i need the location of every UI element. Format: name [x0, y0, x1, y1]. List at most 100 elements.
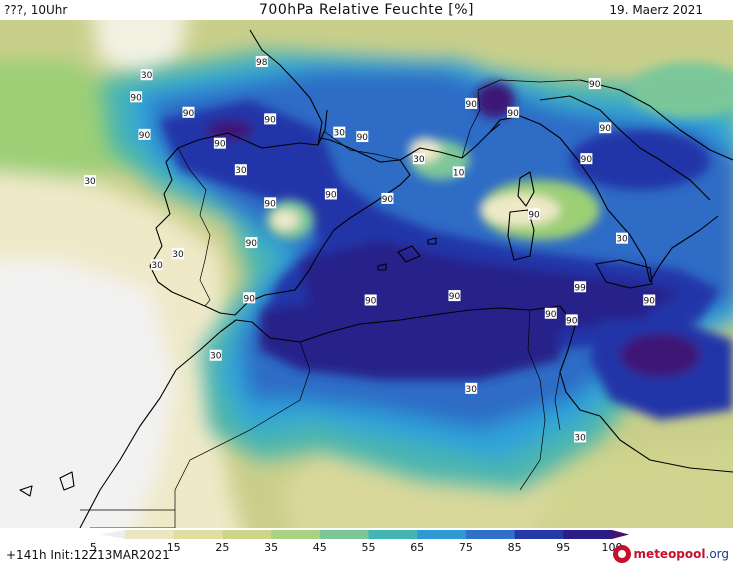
- coast-ibiza: [377, 263, 387, 271]
- scale-tick-label: 75: [459, 541, 473, 554]
- scale-high-arrow: [612, 530, 630, 539]
- field-navy-algeria: [260, 300, 560, 380]
- contour-label-text: 90: [465, 100, 477, 110]
- contour-label: 90: [465, 97, 478, 110]
- contour-label-text: 90: [382, 195, 394, 205]
- contour-label-text: 30: [413, 155, 425, 165]
- contour-labels: 90 90 90 90 90 98 30 30 30 30 30 90 90 90 90 30 90 30 10 90…: [84, 55, 656, 443]
- contour-label: 90: [213, 137, 226, 150]
- field-sand-spain-interior: [271, 210, 299, 230]
- scale-tick-label: 85: [508, 541, 522, 554]
- contour-label-text: 90: [246, 239, 258, 249]
- contour-label-text: 90: [183, 109, 195, 119]
- contour-label-text: 30: [574, 433, 586, 443]
- coast-sardinia: [507, 209, 535, 261]
- coast-libya: [599, 415, 733, 473]
- coast-morocco-atlantic: [79, 369, 177, 528]
- scale-low-arrow: [100, 530, 125, 539]
- contour-label-text: 30: [235, 166, 247, 176]
- contour-label-text: 90: [589, 80, 601, 90]
- field-sand-sahara-east: [546, 440, 733, 528]
- contour-label: 90: [130, 91, 143, 103]
- contour-label: 30: [333, 126, 346, 139]
- contour-label-text: 90: [365, 297, 377, 307]
- contour-label: 30: [412, 153, 425, 165]
- logo-text: meteopool.org: [633, 547, 729, 561]
- scale-tick-label: 25: [215, 541, 229, 554]
- contour-label-text: 90: [130, 93, 142, 103]
- field-purple-north-italy: [475, 82, 515, 118]
- country-borders: [80, 79, 581, 528]
- contour-label-text: 99: [574, 283, 586, 293]
- contour-label-text: 10: [453, 168, 465, 178]
- coast-iberia: [149, 109, 411, 316]
- border-morocco-algeria: [174, 341, 311, 528]
- contour-label-text: 90: [214, 140, 226, 150]
- coast-canary-1: [19, 485, 33, 497]
- scale-segment: [465, 530, 516, 539]
- humidity-field: [0, 20, 733, 528]
- border-western-sahara: [80, 509, 175, 528]
- contour-label-text: 90: [357, 133, 369, 143]
- valid-date: 19. Maerz 2021: [609, 3, 703, 17]
- scale-segment: [368, 530, 418, 539]
- contour-label-text: 30: [616, 235, 628, 245]
- border-france-spain: [324, 131, 401, 161]
- contour-label-text: 90: [600, 124, 612, 134]
- contour-label-text: 90: [243, 294, 255, 304]
- contour-label-text: 30: [141, 71, 153, 81]
- humidity-map: 90 90 90 90 90 98 30 30 30 30 30 90 90 90 90 30 90 30 10 90…: [0, 20, 733, 528]
- contour-label: 90: [243, 292, 256, 304]
- scale-ticks: 5 15 25 35 45 55 65 75 85 95 100: [90, 541, 623, 554]
- contour-label-text: 90: [528, 210, 540, 220]
- contour-label: 90: [643, 294, 656, 307]
- contour-label: 90: [138, 128, 151, 141]
- field-purple-ionian: [620, 333, 700, 377]
- contour-label: 30: [140, 69, 153, 81]
- contour-label-text: 98: [256, 58, 268, 68]
- scale-tick-label: 15: [167, 541, 181, 554]
- coast-corsica: [517, 171, 535, 207]
- contour-label-text: 90: [264, 115, 276, 125]
- contour-label: 90: [245, 237, 258, 249]
- color-scale: 5 15 25 35 45 55 65 75 85 95 100: [90, 530, 630, 554]
- scale-segment: [563, 530, 613, 539]
- contour-label: 90: [580, 153, 593, 165]
- contour-label-text: 30: [210, 352, 222, 362]
- contour-label: 90: [588, 78, 601, 90]
- scale-tick-label: 35: [264, 541, 278, 554]
- logo-icon: [612, 545, 631, 563]
- contour-label: 90: [264, 197, 277, 209]
- contour-label: 90: [264, 113, 277, 125]
- scale-bars: [100, 530, 630, 539]
- contour-label: 90: [381, 192, 394, 205]
- contour-label-text: 30: [84, 177, 96, 187]
- border-france-italy: [461, 89, 481, 159]
- scale-segment: [222, 530, 272, 539]
- scale-segment: [417, 530, 467, 539]
- contour-label-text: 90: [325, 190, 337, 200]
- contour-label: 30: [84, 175, 97, 187]
- coast-france: [249, 29, 323, 146]
- contour-label: 30: [151, 259, 164, 271]
- field-darkblue-adriatic: [570, 130, 710, 190]
- contour-label-text: 90: [545, 310, 557, 320]
- field-green-balkans: [630, 62, 733, 118]
- meteopool-logo[interactable]: meteopool.org: [612, 544, 729, 564]
- scale-segment: [319, 530, 369, 539]
- scale-segment: [514, 530, 564, 539]
- contour-label: 30: [209, 349, 222, 362]
- coast-italy-east: [649, 215, 719, 283]
- contour-label: 90: [528, 208, 541, 220]
- contour-label: 90: [364, 294, 377, 307]
- contour-label-text: 90: [507, 109, 519, 119]
- contour-label: 90: [507, 106, 520, 119]
- contour-label-text: 30: [151, 261, 163, 271]
- coast-mallorca: [397, 245, 421, 263]
- contour-label: 90: [599, 122, 612, 134]
- contour-label-text: 30: [465, 385, 477, 395]
- border-spain-portugal: [177, 147, 211, 307]
- contour-label-text: 30: [172, 250, 184, 260]
- contour-label: 30: [465, 382, 478, 395]
- contour-label-text: 90: [264, 199, 276, 209]
